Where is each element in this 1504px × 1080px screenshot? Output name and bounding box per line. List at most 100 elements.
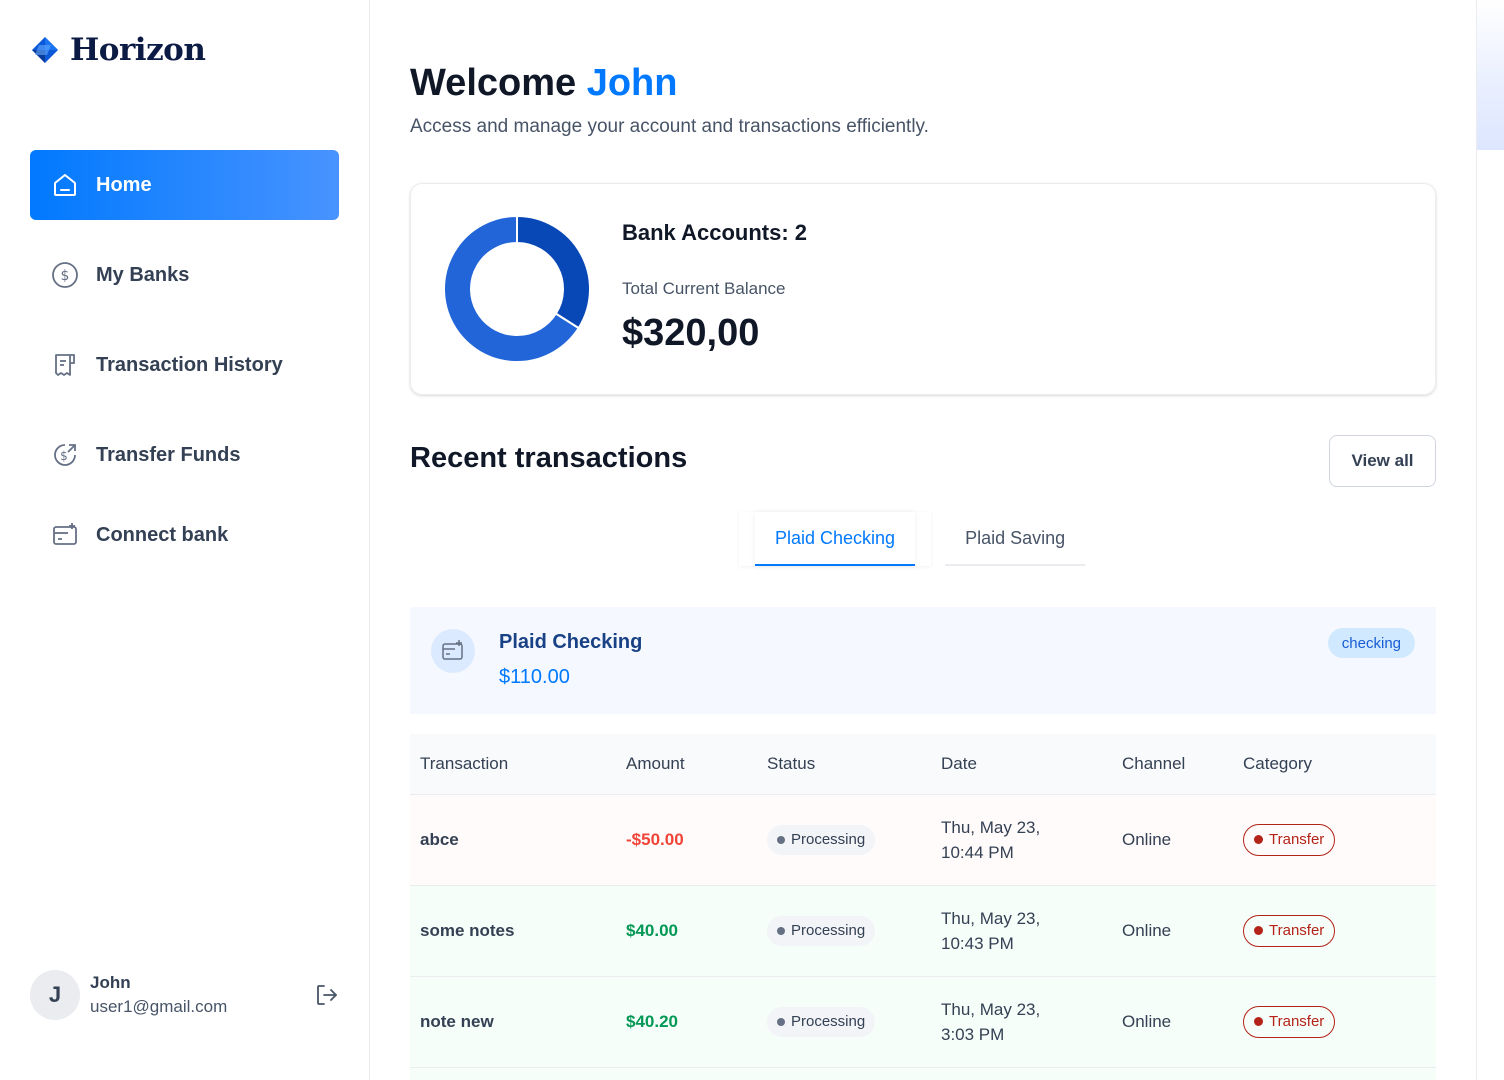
tab-plaid-saving[interactable]: Plaid Saving (945, 512, 1086, 566)
tab-plaid-checking[interactable]: Plaid Checking (755, 512, 916, 566)
sidebar-item-transfer-funds[interactable]: $ Transfer Funds (30, 420, 339, 490)
date-line: Thu, May 23, (941, 817, 1041, 837)
column-header: Transaction (410, 734, 616, 795)
category-dot (1254, 835, 1263, 844)
sidebar-item-label: Transfer Funds (96, 443, 241, 466)
channel-cell: Online (1112, 976, 1233, 1068)
date-line: Thu, May 23, (941, 999, 1041, 1019)
date-cell: Thu, May 23, 10:44 PM (931, 794, 1112, 886)
category-label: Transfer (1269, 1013, 1325, 1030)
user-info: John user1@gmail.com (90, 973, 227, 1017)
status-dot (777, 1017, 785, 1026)
svg-text:$: $ (60, 449, 68, 463)
status-dot (777, 926, 785, 935)
recent-transactions-title: Recent transactions (410, 442, 688, 474)
logout-icon[interactable] (314, 982, 340, 1008)
transaction-amount: $40.00 (616, 885, 757, 977)
category-badge: Transfer (1243, 914, 1336, 947)
app-name: Horizon (70, 32, 206, 68)
page-title: Welcome John (410, 62, 677, 105)
date-cell: Thu, May 23, 10:43 PM (931, 885, 1112, 977)
table-row[interactable]: note new $40.20 Processing Thu, May 23, 3… (410, 976, 1436, 1068)
profile-banner (1477, 0, 1504, 150)
receipt-icon (50, 350, 80, 380)
status-label: Processing (791, 922, 866, 939)
account-tabs: Plaid Checking Plaid Saving (739, 512, 1086, 566)
status-dot (777, 835, 785, 844)
status-cell: Processing (757, 794, 931, 886)
status-badge: Processing (767, 1006, 876, 1037)
table-row[interactable] (410, 1067, 1436, 1080)
category-cell: Transfer (1233, 794, 1436, 886)
logo[interactable]: Horizon (30, 32, 206, 68)
account-balance: $110.00 (499, 666, 570, 688)
right-sidebar (1476, 0, 1504, 1080)
sidebar-item-transaction-history[interactable]: Transaction History (30, 330, 339, 400)
status-cell: Processing (757, 885, 931, 977)
balance-card: Bank Accounts: 2 Total Current Balance $… (410, 183, 1436, 395)
card-add-icon (50, 520, 80, 550)
avatar[interactable]: J (30, 970, 80, 1020)
welcome-name: John (586, 62, 678, 104)
page-subtitle: Access and manage your account and trans… (410, 116, 929, 137)
transaction-name: some notes (410, 885, 616, 977)
account-banner: Plaid Checking $110.00 checking (410, 607, 1436, 714)
column-header: Channel (1112, 734, 1233, 795)
table-row[interactable]: abce -$50.00 Processing Thu, May 23, 10:4… (410, 794, 1436, 886)
time-line: 10:43 PM (941, 933, 1014, 953)
total-balance-value: $320,00 (622, 312, 760, 354)
category-badge: Transfer (1243, 823, 1336, 856)
donut-segment (516, 215, 591, 330)
category-cell: Transfer (1233, 885, 1436, 977)
sidebar-item-connect-bank[interactable]: Connect bank (30, 500, 339, 570)
transaction-name: note new (410, 976, 616, 1068)
home-icon (50, 170, 80, 200)
table-header-row: Transaction Amount Status Date Channel C… (410, 734, 1436, 795)
sidebar-item-home[interactable]: Home (30, 150, 339, 220)
status-label: Processing (791, 1013, 866, 1030)
time-line: 3:03 PM (941, 1024, 1005, 1044)
column-header: Amount (616, 734, 757, 795)
money-send-icon: $ (50, 440, 80, 470)
column-header: Date (931, 734, 1112, 795)
transactions-table: Transaction Amount Status Date Channel C… (410, 734, 1436, 1080)
dollar-circle-icon: $ (50, 260, 80, 290)
welcome-prefix: Welcome (410, 62, 577, 104)
transaction-amount: -$50.00 (616, 794, 757, 886)
sidebar-item-label: My Banks (96, 263, 190, 286)
category-dot (1254, 926, 1263, 935)
table-row[interactable]: some notes $40.00 Processing Thu, May 23… (410, 885, 1436, 977)
transaction-amount: $40.20 (616, 976, 757, 1068)
user-name: John (90, 973, 131, 992)
sidebar-item-label: Home (96, 173, 152, 196)
sidebar-item-my-banks[interactable]: $ My Banks (30, 240, 339, 310)
bank-accounts-count: Bank Accounts: 2 (622, 220, 808, 245)
category-label: Transfer (1269, 922, 1325, 939)
view-all-button[interactable]: View all (1329, 435, 1436, 487)
table-cell (410, 1067, 1436, 1080)
sidebar-item-label: Transaction History (96, 353, 283, 376)
user-email: user1@gmail.com (90, 997, 228, 1016)
account-type-badge: checking (1327, 628, 1415, 658)
status-cell: Processing (757, 976, 931, 1068)
transaction-name: abce (410, 794, 616, 886)
sidebar-item-label: Connect bank (96, 523, 229, 546)
channel-cell: Online (1112, 885, 1233, 977)
user-footer: J John user1@gmail.com (30, 970, 340, 1020)
status-badge: Processing (767, 915, 876, 946)
column-header: Status (757, 734, 931, 795)
date-cell: Thu, May 23, 3:03 PM (931, 976, 1112, 1068)
balance-donut-chart (443, 215, 591, 363)
svg-text:$: $ (61, 268, 70, 284)
date-line: Thu, May 23, (941, 908, 1041, 928)
category-dot (1254, 1017, 1263, 1026)
status-label: Processing (791, 831, 866, 848)
donut-segment (443, 215, 581, 363)
tab-wrapper: Plaid Checking (739, 512, 932, 566)
category-cell: Transfer (1233, 976, 1436, 1068)
category-label: Transfer (1269, 831, 1325, 848)
account-name: Plaid Checking (499, 631, 643, 653)
total-balance-label: Total Current Balance (622, 279, 786, 298)
status-badge: Processing (767, 824, 876, 855)
channel-cell: Online (1112, 794, 1233, 886)
